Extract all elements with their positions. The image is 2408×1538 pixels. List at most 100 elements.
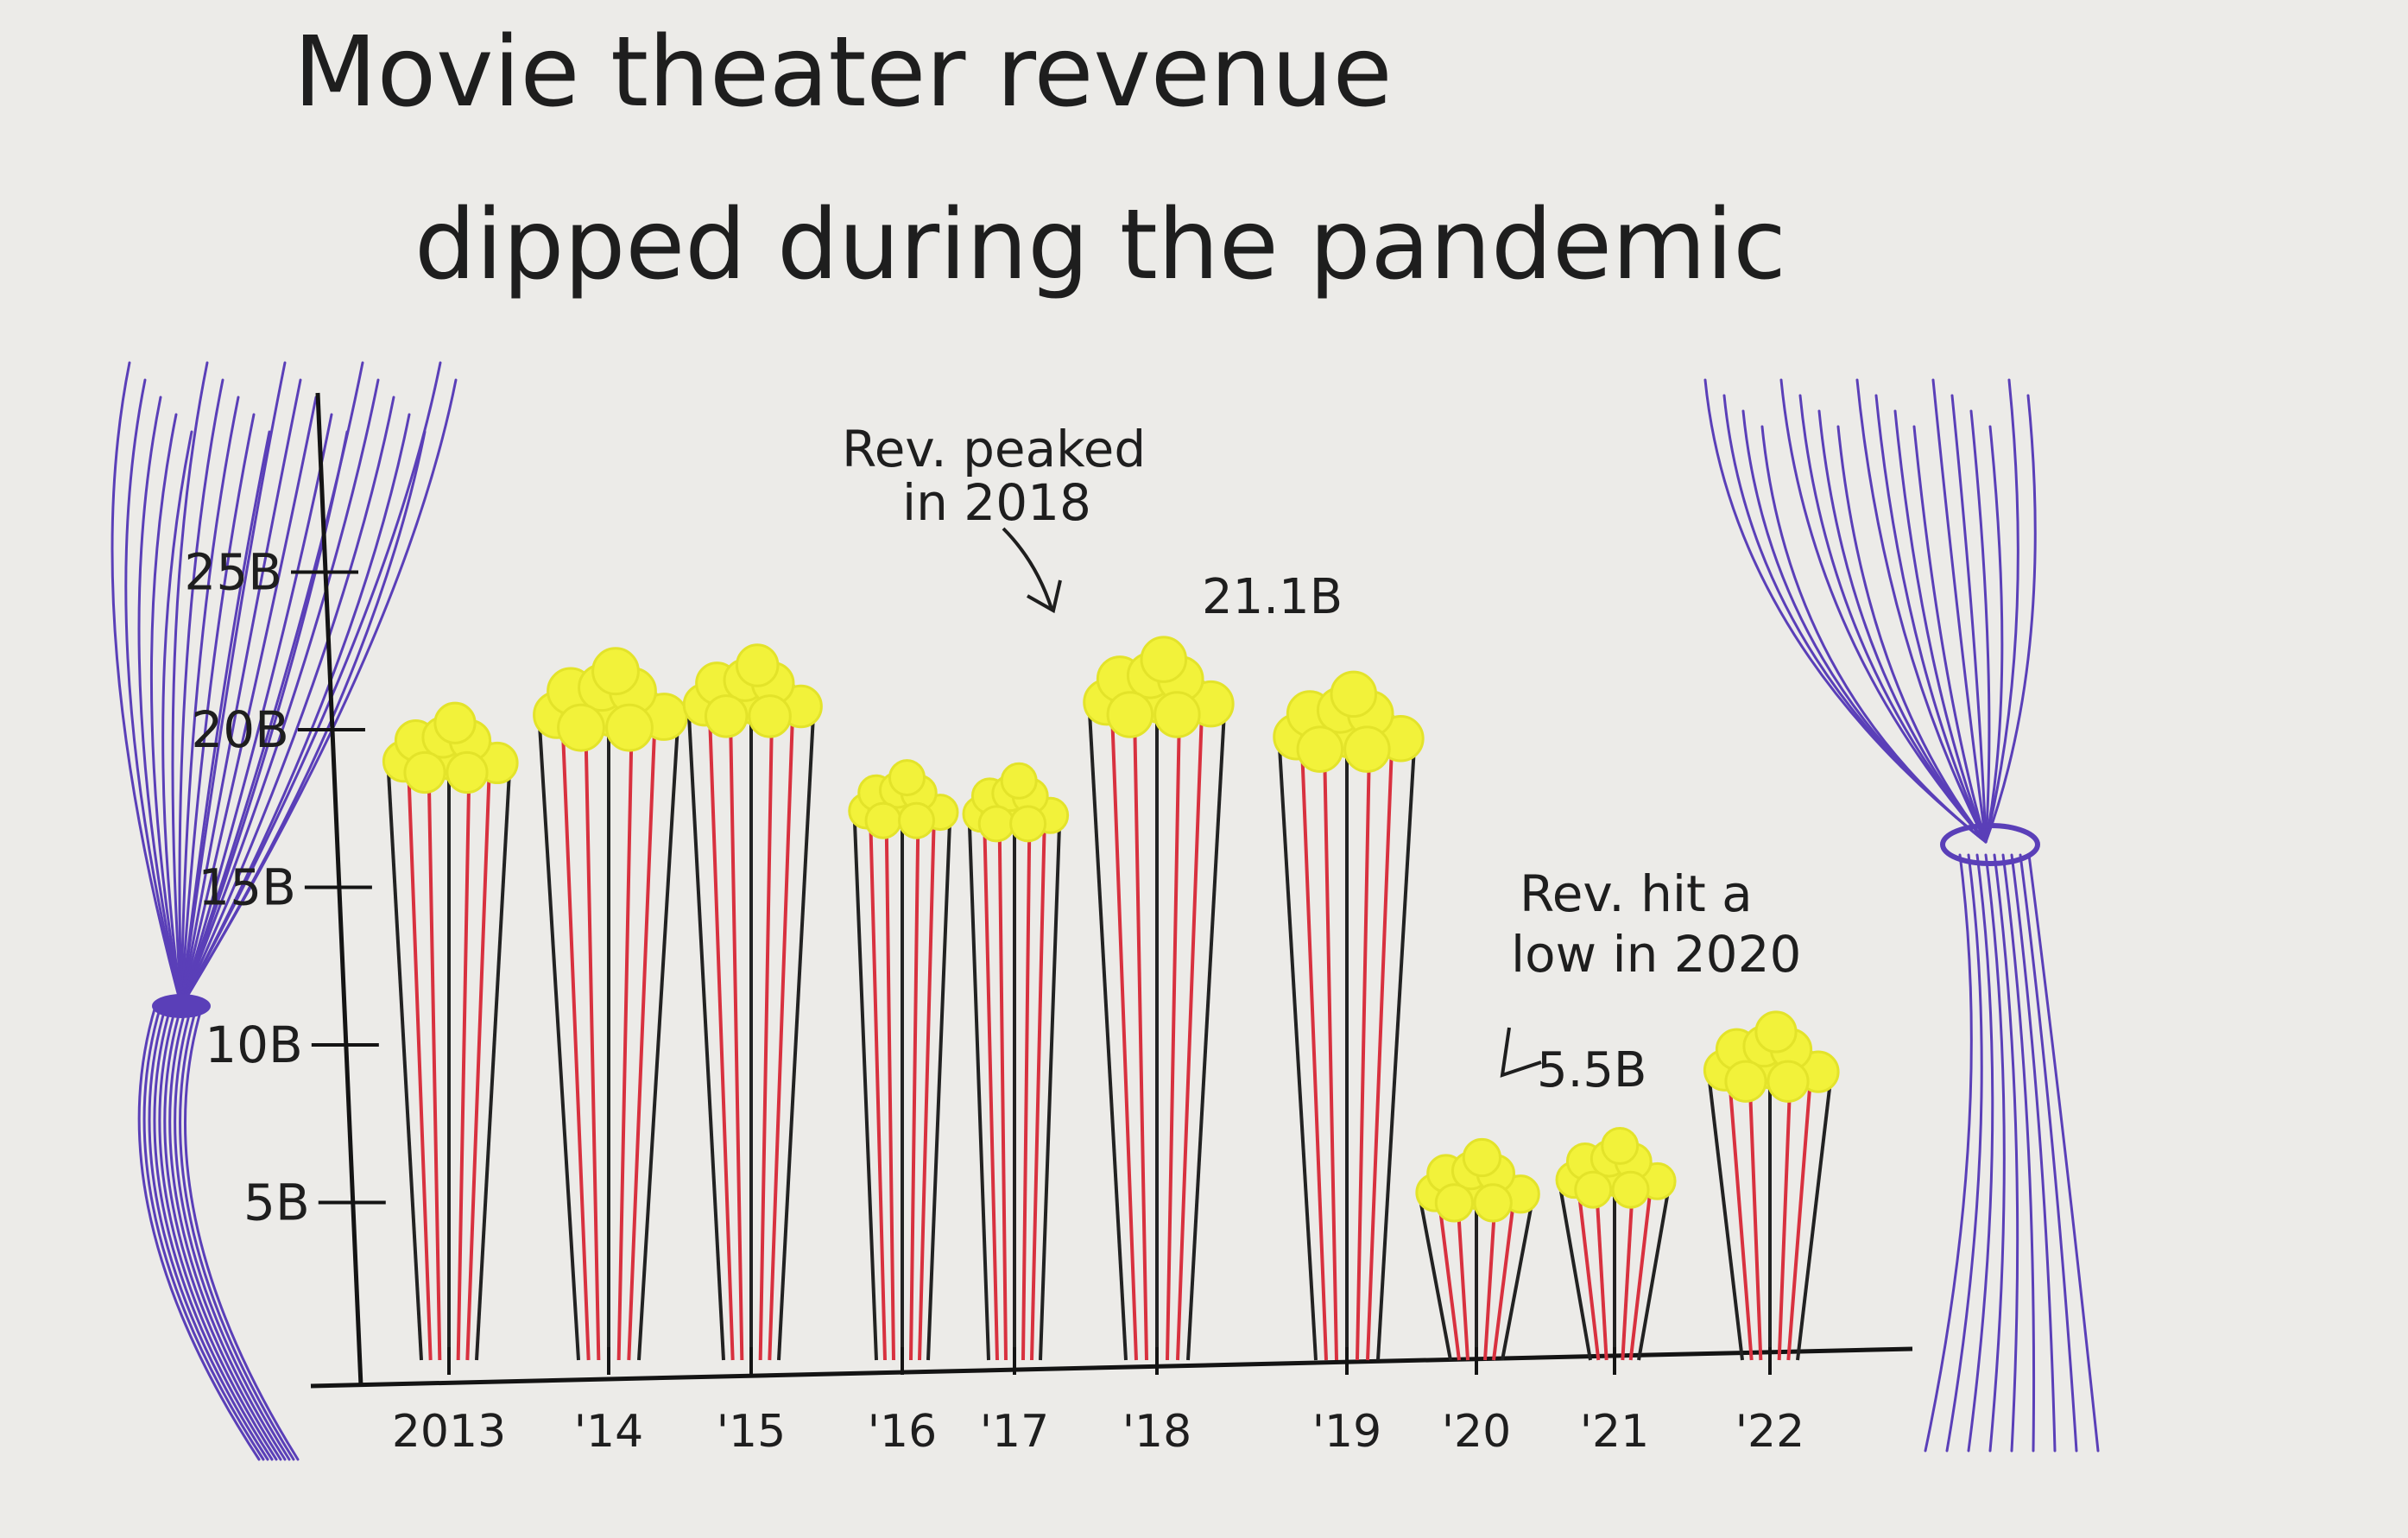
- bar-stripe: [1559, 1191, 1592, 1361]
- curtain-stroke: [1984, 425, 2004, 844]
- curtain-stroke: [137, 1004, 261, 1461]
- popcorn-kernel: [591, 647, 640, 696]
- curtain-stroke: [2027, 853, 2100, 1453]
- bar-stripe: [1323, 746, 1338, 1361]
- popcorn-kernel: [1473, 1183, 1513, 1223]
- curtain-stroke: [1912, 425, 1988, 844]
- popcorn-kernel: [977, 805, 1015, 843]
- popcorn-kernel: [433, 701, 477, 744]
- x-tick-label: '15: [717, 1406, 786, 1458]
- x-tick-label: '21: [1580, 1406, 1649, 1458]
- bar-stripe: [1456, 1204, 1469, 1361]
- bar-stripe: [475, 772, 511, 1361]
- bar-stripe: [407, 772, 433, 1361]
- right-curtain-tie-icon: [1940, 823, 2040, 866]
- y-tick-label: 5B: [243, 1174, 310, 1232]
- curtain-stroke: [180, 361, 442, 1008]
- bar-16: [848, 759, 959, 1361]
- curtain-stroke: [1967, 853, 1994, 1453]
- bar-stripe: [1176, 712, 1204, 1361]
- curtain-stroke: [174, 1004, 291, 1461]
- popcorn-kernel: [1434, 1183, 1475, 1223]
- chart-title-line-2: dipped during the pandemic: [414, 189, 1786, 301]
- curtain-stroke: [180, 396, 395, 1008]
- curtain-stroke: [180, 361, 364, 1008]
- bar-stripe: [637, 725, 679, 1361]
- bar-15: [682, 643, 823, 1361]
- bar-stripe: [427, 772, 442, 1361]
- y-tick-label: 20B: [191, 700, 289, 759]
- bar-stripe: [1186, 712, 1226, 1361]
- bar-stripe: [1628, 1191, 1653, 1361]
- bar-stripe: [869, 822, 887, 1361]
- bar-stripe: [1501, 1203, 1533, 1361]
- curtain-stroke: [158, 1004, 278, 1461]
- bar-stripe: [1786, 1080, 1812, 1361]
- curtain-stroke: [1722, 394, 1988, 844]
- bar-17: [962, 762, 1070, 1361]
- curtain-stroke: [1931, 378, 1988, 844]
- bar-19: [1273, 670, 1425, 1361]
- curtain-stroke: [1798, 394, 1988, 844]
- x-tick-label: '20: [1442, 1406, 1511, 1458]
- popcorn-kernel: [1106, 691, 1154, 738]
- curtain-stroke: [171, 361, 209, 1008]
- bar-stripe: [777, 715, 815, 1361]
- bar-stripe: [1637, 1191, 1670, 1361]
- x-tick-label: '16: [868, 1406, 937, 1458]
- bar-stripe: [1708, 1080, 1744, 1361]
- curtain-stroke: [137, 396, 183, 1008]
- right-curtain-drawing: [1703, 378, 2100, 1453]
- popcorn-kernel: [735, 643, 780, 687]
- popcorn-kernel: [1296, 725, 1344, 773]
- curtain-stroke: [180, 396, 318, 1008]
- y-axis-line: [315, 392, 363, 1387]
- bar-stripe: [1419, 1203, 1452, 1361]
- curtain-stroke: [2001, 853, 2036, 1453]
- curtain-stroke: [1874, 394, 1988, 844]
- peak-annotation-line-2: in 2018: [902, 473, 1091, 532]
- x-tick-label: 2013: [392, 1406, 506, 1458]
- popcorn-kernel: [403, 750, 446, 794]
- bar-stripe: [687, 715, 725, 1361]
- popcorn-kernel: [1766, 1060, 1810, 1103]
- bar-stripe: [997, 826, 1008, 1361]
- x-tick-label: '17: [980, 1406, 1049, 1458]
- x-tick-label: '22: [1735, 1406, 1804, 1458]
- curtain-stroke: [1779, 378, 1988, 844]
- peak-arrowhead-icon: [1027, 579, 1062, 614]
- curtain-stroke: [184, 1004, 300, 1461]
- bar-stripe: [1492, 1204, 1515, 1361]
- y-tick-label: 25B: [184, 543, 282, 602]
- bar-stripe: [983, 826, 999, 1361]
- bar-stripe: [1376, 746, 1416, 1361]
- popcorn-kernel: [1574, 1170, 1613, 1209]
- bar-stripe: [729, 715, 744, 1361]
- curtain-stroke: [149, 413, 183, 1008]
- x-tick-label: '14: [574, 1406, 643, 1458]
- bar-stripe: [708, 715, 735, 1361]
- x-tick-label: '19: [1312, 1406, 1381, 1458]
- popcorn-kernel: [1724, 1060, 1767, 1103]
- popcorn-kernel: [1601, 1126, 1640, 1165]
- curtain-stroke: [2010, 853, 2057, 1453]
- bar-stripe: [1021, 826, 1032, 1361]
- curtain-stroke: [2019, 853, 2078, 1453]
- popcorn-kernel: [1462, 1137, 1502, 1178]
- bar-stripe: [1577, 1191, 1601, 1361]
- popcorn-kernel: [1343, 725, 1391, 773]
- popcorn-kernel: [1140, 636, 1188, 683]
- peak-arrow-icon: [1002, 527, 1053, 610]
- bar-stripe: [884, 822, 895, 1361]
- y-axis-ticks: 5B 10B 15B 20B 25B: [184, 543, 386, 1232]
- curtain-stroke: [1945, 853, 1983, 1453]
- bar-stripe: [1438, 1204, 1461, 1361]
- popcorn-kernel: [557, 703, 605, 752]
- bar-stripe: [968, 826, 990, 1361]
- popcorn-kernel: [605, 703, 654, 752]
- curtain-stroke: [1984, 378, 2019, 844]
- bar-stripe: [1621, 1191, 1634, 1361]
- curtain-stroke: [163, 1004, 282, 1461]
- bar-stripe: [1796, 1080, 1832, 1361]
